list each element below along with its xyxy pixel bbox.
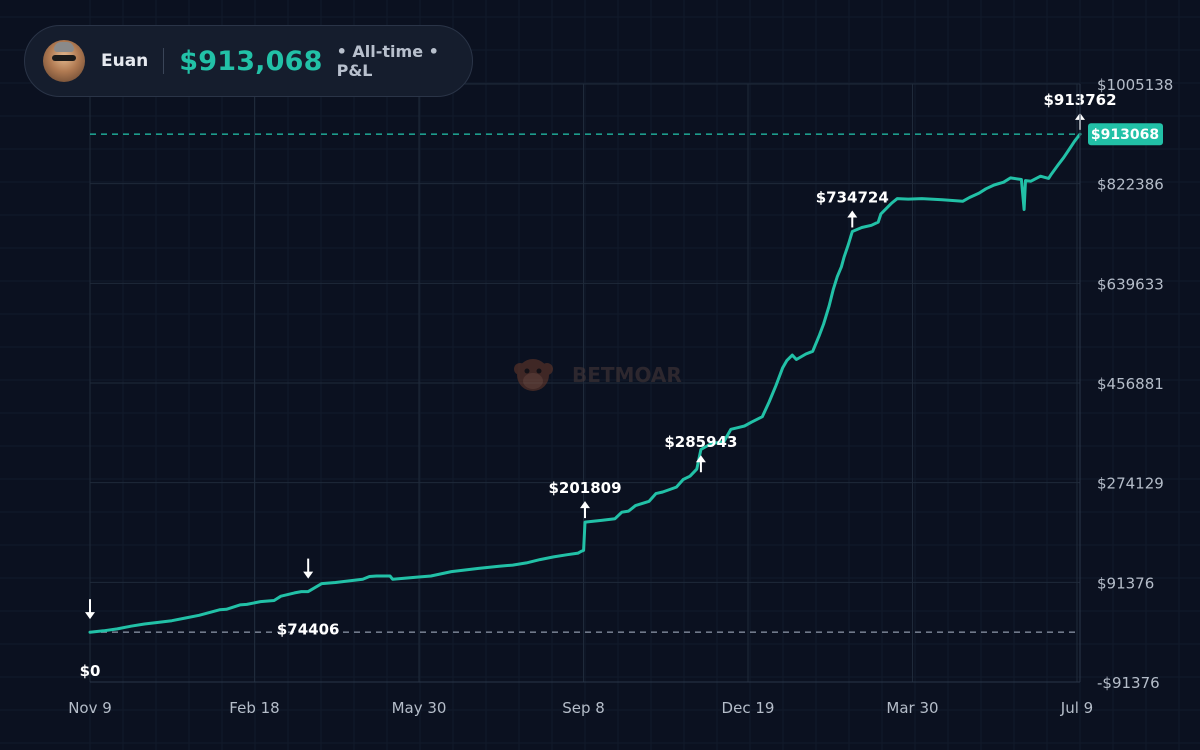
annotation-label: $0 [80,662,101,680]
y-tick-label: $639633 [1097,275,1164,293]
series-layer [88,132,1082,634]
annotation-marker: $201809 [548,479,622,519]
header-divider [163,48,165,74]
arrow-up-head [695,455,706,463]
annotation-label: $734724 [816,188,889,206]
x-tick-label: Sep 8 [562,699,605,717]
annotation-label: $285943 [664,433,737,451]
pnl-label: • All-time • P&L [336,42,439,80]
avatar[interactable] [43,40,85,82]
watermark: BETMOAR [514,359,682,391]
annotations: $0$74406$201809$285943$734724$913762 [80,91,1117,680]
x-tick-label: Jul 9 [1060,699,1093,717]
arrow-up-head [847,210,858,218]
arrow-down-head [85,612,95,620]
annotation-marker: $0 [80,599,101,680]
current-value-badge [1088,123,1163,146]
y-tick-label: $274129 [1097,475,1164,493]
arrow-down-head [303,571,314,579]
annotation-marker: $74406 [277,558,340,639]
x-tick-label: Dec 19 [722,699,775,717]
x-tick-label: May 30 [392,699,447,717]
annotation-label: $74406 [277,621,340,639]
axes: $1005138 $822386 $639633 $456881 $274129 $913… [68,76,1173,717]
y-tick-label: $91376 [1097,574,1154,592]
pnl-line [88,132,1082,634]
x-tick-label: Feb 18 [229,699,279,717]
y-tick-label: $456881 [1097,375,1164,393]
pnl-value: $913,068 [179,45,323,77]
reference-lines [90,133,1080,633]
y-tick-label: $1005138 [1097,76,1173,94]
user-name[interactable]: Euan [101,51,149,71]
y-tick-label: -$91376 [1097,674,1160,692]
annotation-label: $201809 [548,479,621,497]
y-tick-label: $822386 [1097,176,1164,194]
pnl-header: Euan $913,068 • All-time • P&L [24,25,473,97]
annotation-marker: $285943 [664,433,737,473]
x-tick-label: Nov 9 [68,699,112,717]
annotation-marker: $734724 [816,188,889,228]
monkey-icon [514,359,553,391]
arrow-up-head [580,501,590,509]
x-tick-label: Mar 30 [886,699,938,717]
current-value-label: $913068 [1091,127,1159,143]
watermark-text: BETMOAR [572,363,682,387]
